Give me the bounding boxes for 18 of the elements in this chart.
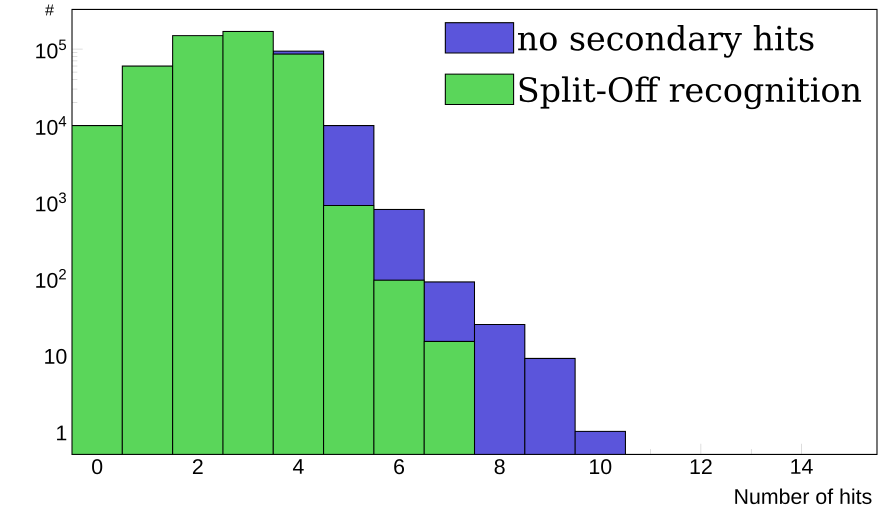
legend-label: no secondary hits: [518, 25, 814, 58]
y-tick-label: 10: [45, 349, 66, 364]
x-tick-label: 10: [590, 459, 612, 474]
y-tick-label: 10$^{2}$: [36, 269, 66, 288]
legend-label: Split-Off recognition: [520, 76, 862, 110]
y-tick-label: 10$^{5}$: [36, 40, 66, 59]
x-tick-label: 4: [292, 459, 304, 474]
x-tick-label: 12: [690, 459, 712, 474]
y-tick-label: 10$^{4}$: [36, 116, 66, 136]
x-tick-label: 0: [92, 459, 102, 474]
y-tick-label: 10$^{3}$: [36, 192, 66, 212]
x-axis-title: Number of hits: [735, 488, 872, 504]
x-tick-label: 2: [192, 459, 203, 474]
x-tick-label: 8: [494, 459, 505, 474]
y-axis-title: #: [45, 4, 54, 16]
x-tick-label: 14: [791, 459, 813, 474]
x-tick-label: 6: [394, 459, 404, 474]
y-tick-label: 1: [57, 426, 66, 440]
